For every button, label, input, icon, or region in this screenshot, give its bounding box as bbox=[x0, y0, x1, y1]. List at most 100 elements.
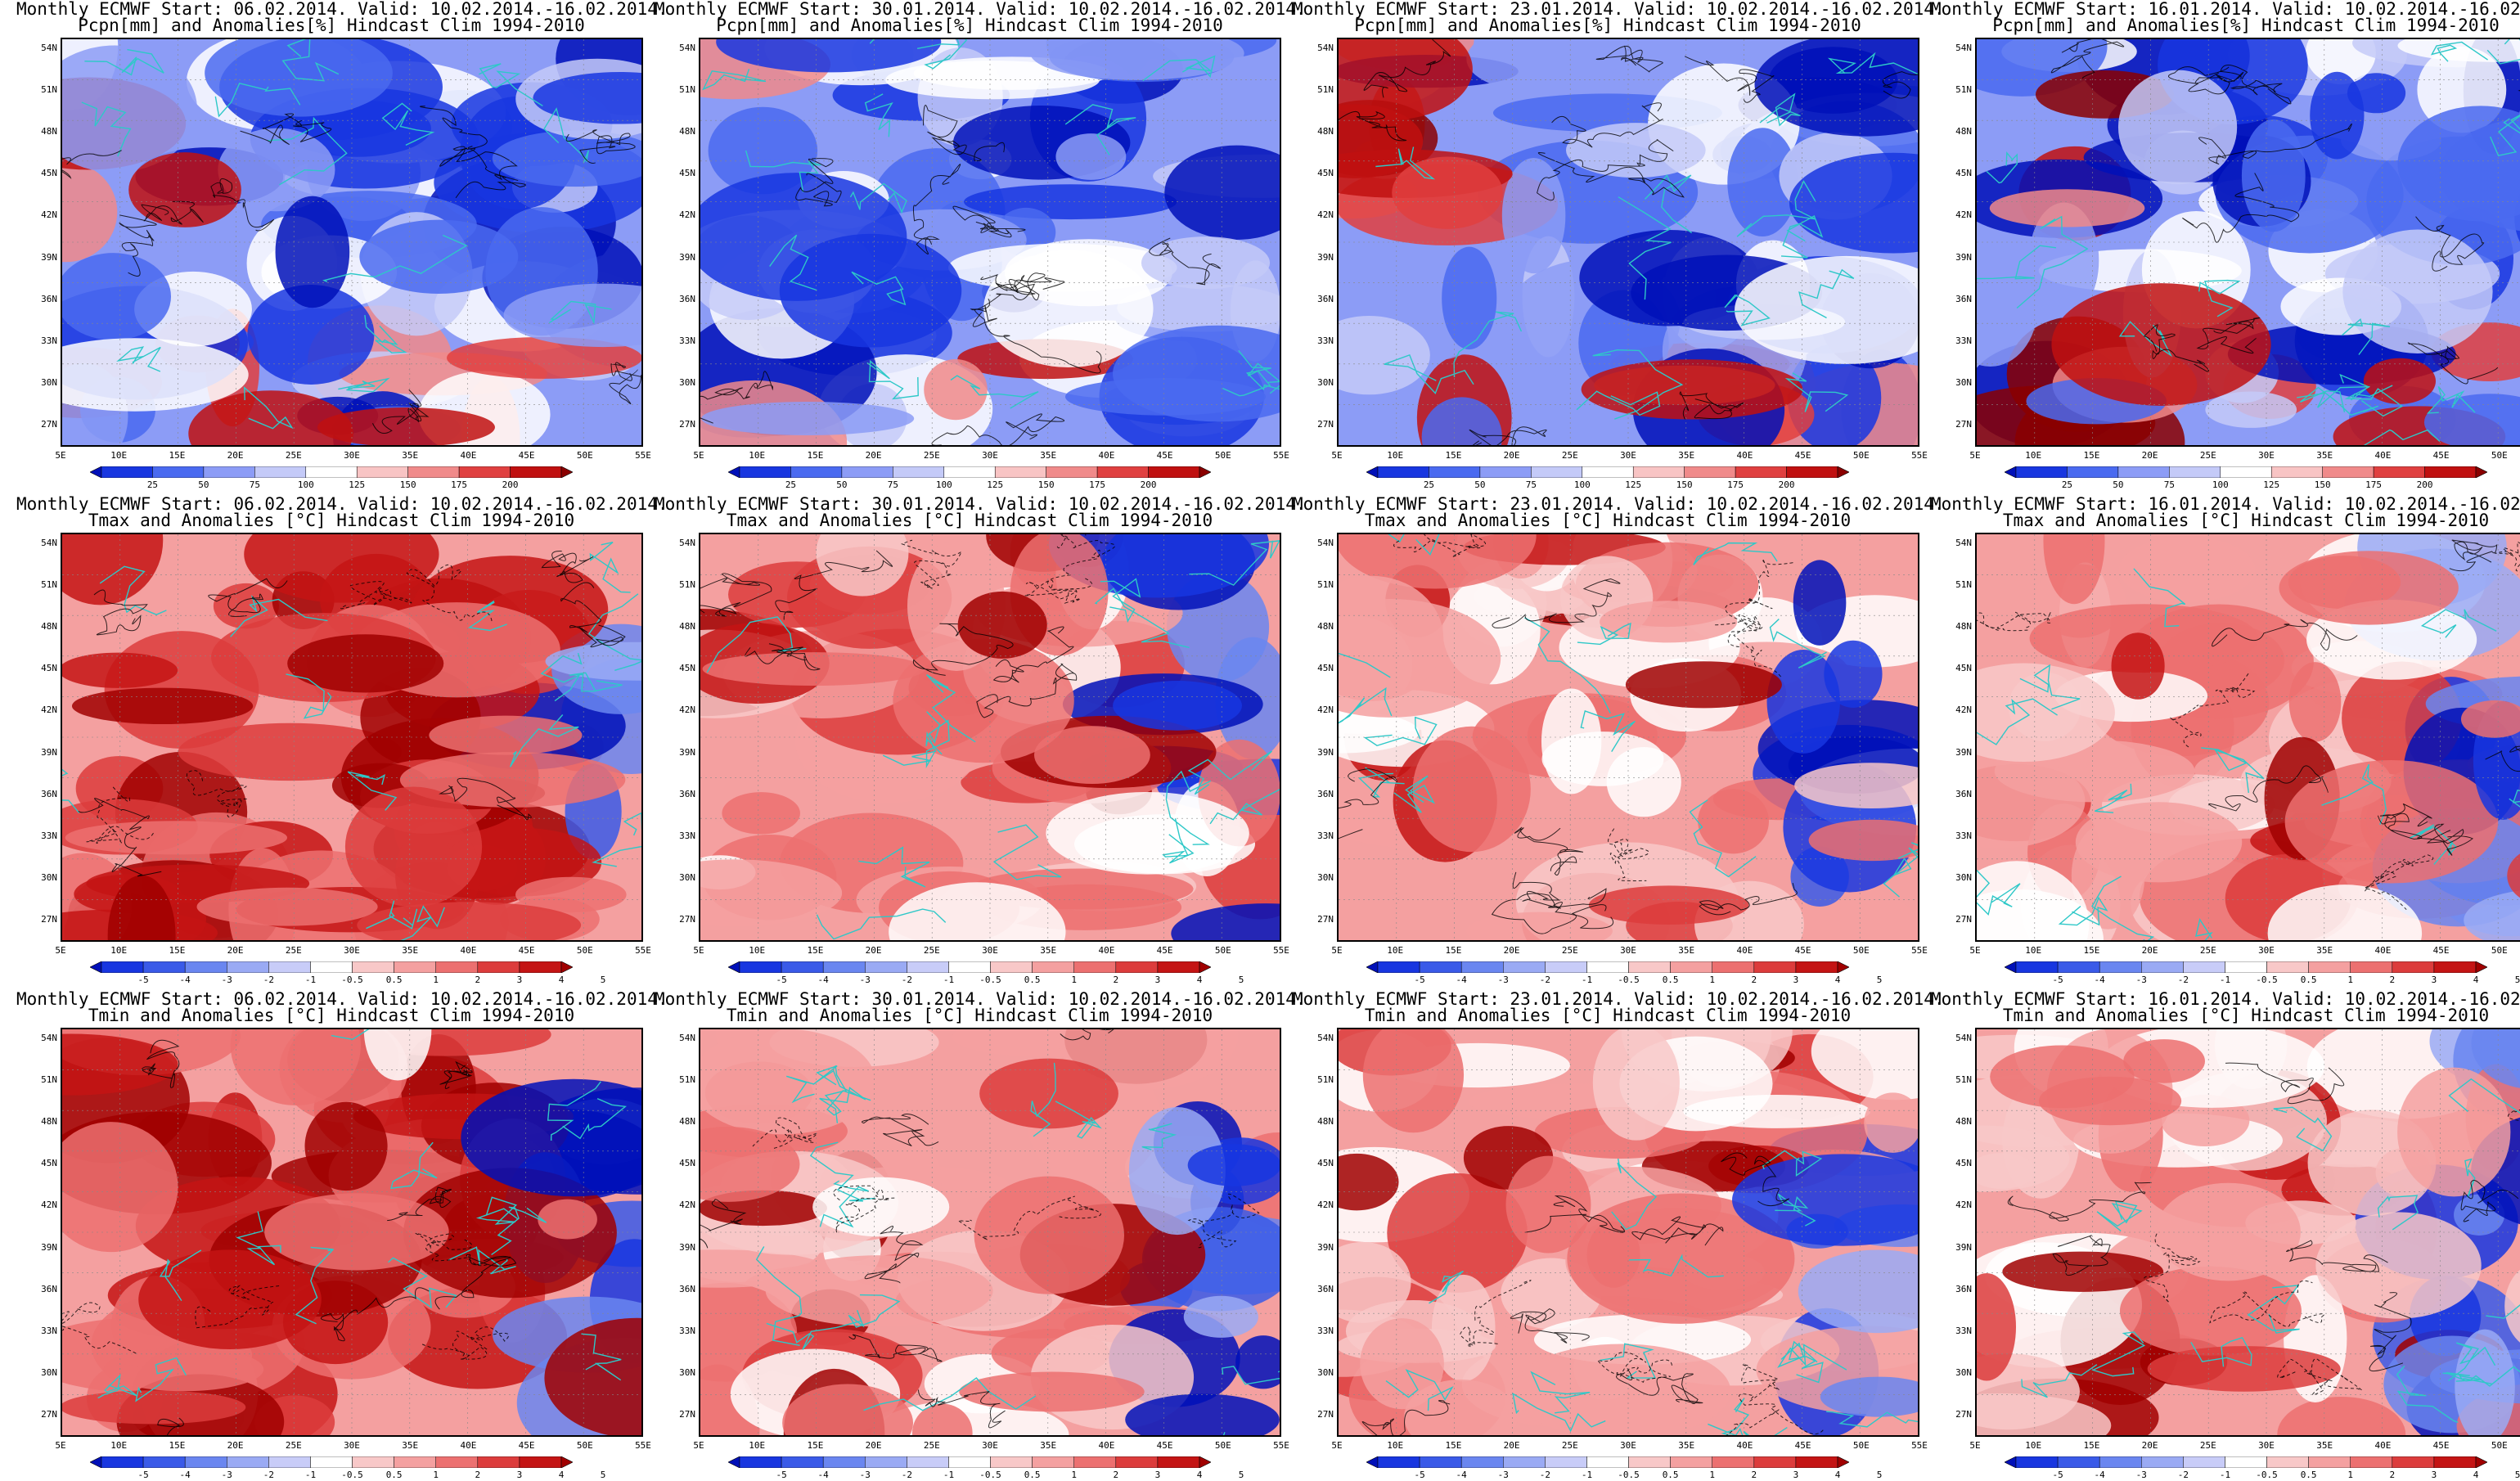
colorbar bbox=[1366, 1456, 1849, 1468]
anomaly-field bbox=[700, 39, 1280, 445]
panel-title: Monthly ECMWF Start: 06.02.2014. Valid: … bbox=[16, 989, 668, 1009]
colorbar-tick-label: 175 bbox=[451, 479, 468, 490]
lon-tick-label: 30E bbox=[982, 450, 998, 461]
lat-tick-label: 30N bbox=[1317, 871, 1334, 883]
lon-tick-label: 35E bbox=[2316, 450, 2333, 461]
map-plot bbox=[1337, 533, 1919, 942]
lon-tick-label: 25E bbox=[923, 450, 940, 461]
lat-tick-label: 36N bbox=[679, 293, 695, 304]
lon-tick-label: 30E bbox=[1620, 1440, 1636, 1451]
colorbar-tick-label: 175 bbox=[1089, 479, 1106, 490]
colorbar-tick-label: 2 bbox=[475, 1470, 481, 1480]
colorbar-tick-label: 0.5 bbox=[1024, 1470, 1041, 1480]
lat-tick-label: 27N bbox=[41, 419, 57, 430]
lon-tick-label: 40E bbox=[2374, 450, 2392, 461]
lat-tick-label: 48N bbox=[1317, 1116, 1334, 1128]
lon-tick-label: 50E bbox=[576, 945, 593, 956]
colorbar-tick-label: 3 bbox=[1793, 975, 1799, 985]
colorbar-tick-label: -4 bbox=[1456, 975, 1467, 985]
colorbar-tick-label: 2 bbox=[1113, 975, 1119, 985]
lat-tick-label: 51N bbox=[679, 579, 695, 591]
lon-tick-label: 20E bbox=[227, 945, 244, 956]
colorbar-tick-label: 75 bbox=[249, 479, 260, 490]
lat-tick-label: 45N bbox=[41, 168, 57, 179]
colorbar-tick-label: 3 bbox=[1154, 975, 1161, 985]
lat-tick-label: 45N bbox=[1317, 1158, 1334, 1169]
lat-tick-label: 36N bbox=[679, 1283, 695, 1294]
lon-tick-label: 25E bbox=[1561, 945, 1578, 956]
lon-tick-label: 45E bbox=[2432, 945, 2450, 956]
colorbar-tick-label: 5 bbox=[1238, 1470, 1244, 1480]
colorbar-tick-label: 125 bbox=[987, 479, 1004, 490]
panel-title: Monthly ECMWF Start: 30.01.2014. Valid: … bbox=[655, 494, 1307, 514]
lat-tick-label: 45N bbox=[679, 168, 695, 179]
lon-tick-label: 40E bbox=[460, 945, 477, 956]
lat-tick-label: 27N bbox=[1955, 1409, 1972, 1420]
lat-tick-label: 54N bbox=[1955, 43, 1972, 53]
panel-title: Monthly ECMWF Start: 16.01.2014. Valid: … bbox=[1931, 0, 2520, 19]
colorbar-tick-label: 50 bbox=[2113, 479, 2124, 490]
lon-tick-label: 25E bbox=[285, 945, 302, 956]
lon-tick-label: 25E bbox=[2199, 450, 2216, 461]
lon-tick-label: 30E bbox=[1620, 450, 1636, 461]
lat-tick-label: 51N bbox=[679, 1074, 695, 1086]
colorbar-tick-label: -4 bbox=[179, 1470, 191, 1480]
map-plot bbox=[1337, 1028, 1919, 1437]
lat-tick-label: 33N bbox=[679, 830, 695, 841]
lat-tick-label: 42N bbox=[1317, 209, 1334, 221]
colorbar-tick-label: 100 bbox=[297, 479, 314, 490]
colorbar-tick-label: 125 bbox=[2263, 479, 2280, 490]
colorbar-tick-label: 0.5 bbox=[1662, 1470, 1679, 1480]
lat-tick-label: 54N bbox=[679, 1033, 695, 1043]
colorbar-tick-label: -1 bbox=[304, 1470, 317, 1480]
lon-tick-label: 10E bbox=[1387, 1440, 1404, 1451]
lon-tick-label: 45E bbox=[1156, 945, 1173, 956]
map-panel: Monthly ECMWF Start: 06.02.2014. Valid: … bbox=[16, 495, 668, 986]
colorbar-tick-label: 1 bbox=[2347, 1470, 2354, 1480]
map-panel: Monthly ECMWF Start: 30.01.2014. Valid: … bbox=[655, 0, 1307, 491]
colorbar-tick-label: -5 bbox=[1414, 1470, 1425, 1480]
colorbar-tick-label: -0.5 bbox=[1618, 975, 1640, 985]
colorbar-tick-label: -3 bbox=[2135, 975, 2147, 985]
colorbar-tick-label: 5 bbox=[2514, 975, 2520, 985]
lat-tick-label: 27N bbox=[679, 1409, 695, 1420]
lat-tick-label: 27N bbox=[679, 419, 695, 430]
map-plot bbox=[61, 533, 643, 942]
colorbar-tick-label: 50 bbox=[1474, 479, 1486, 490]
lat-tick-label: 39N bbox=[679, 746, 695, 758]
lon-tick-label: 55E bbox=[1911, 450, 1928, 461]
lon-tick-label: 35E bbox=[2316, 945, 2333, 956]
lon-tick-label: 30E bbox=[2258, 945, 2275, 956]
colorbar-tick-label: 1 bbox=[433, 1470, 439, 1480]
lat-tick-label: 42N bbox=[679, 1200, 695, 1211]
lat-tick-label: 33N bbox=[41, 830, 57, 841]
lon-tick-label: 25E bbox=[1561, 1440, 1578, 1451]
colorbar-tick-label: -5 bbox=[2052, 975, 2063, 985]
colorbar-tick-label: -0.5 bbox=[1618, 1470, 1640, 1480]
lat-tick-label: 36N bbox=[41, 1283, 57, 1294]
colorbar-tick-label: -1 bbox=[943, 1470, 955, 1480]
panel-subtitle: Tmin and Anomalies [°C] Hindcast Clim 19… bbox=[88, 1006, 575, 1025]
colorbar-tick-label: -1 bbox=[1581, 1470, 1593, 1480]
lon-tick-label: 25E bbox=[923, 1440, 940, 1451]
lat-tick-label: 33N bbox=[1317, 335, 1334, 346]
anomaly-field bbox=[1339, 534, 1918, 940]
colorbar-tick-label: 1 bbox=[1709, 975, 1716, 985]
lat-tick-label: 30N bbox=[679, 1366, 695, 1378]
colorbar-tick-label: 5 bbox=[2514, 1470, 2520, 1480]
colorbar-tick-label: -4 bbox=[2094, 1470, 2105, 1480]
lon-tick-label: 30E bbox=[982, 1440, 998, 1451]
lon-tick-label: 20E bbox=[865, 945, 882, 956]
lon-tick-label: 5E bbox=[1969, 945, 1981, 956]
panel-subtitle: Pcpn[mm] and Anomalies[%] Hindcast Clim … bbox=[1354, 16, 1861, 35]
lat-tick-label: 45N bbox=[1955, 168, 1972, 179]
lat-tick-label: 42N bbox=[679, 209, 695, 221]
panel-subtitle: Pcpn[mm] and Anomalies[%] Hindcast Clim … bbox=[1992, 16, 2500, 35]
lon-tick-label: 5E bbox=[55, 450, 66, 461]
lon-tick-label: 40E bbox=[1098, 1440, 1115, 1451]
lat-tick-label: 42N bbox=[1955, 1200, 1972, 1211]
lat-tick-label: 48N bbox=[1955, 126, 1972, 137]
lat-tick-label: 30N bbox=[1955, 1366, 1972, 1378]
colorbar-tick-label: 5 bbox=[1876, 1470, 1883, 1480]
lat-tick-label: 54N bbox=[679, 538, 695, 548]
